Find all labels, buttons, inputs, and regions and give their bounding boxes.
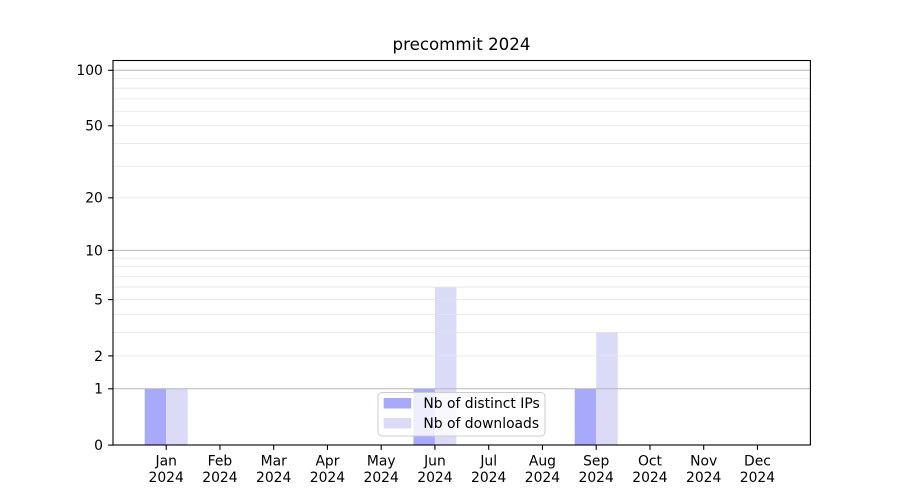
legend: Nb of distinct IPs Nb of downloads [377, 392, 546, 437]
x-tick-label-aug: Aug 2024 [525, 453, 560, 486]
bar-sep-distinct-ips [574, 388, 597, 445]
x-tick-label-jul: Jul 2024 [471, 453, 506, 486]
x-tick-label-dec: Dec 2024 [740, 453, 775, 486]
x-tick-label-sep: Sep 2024 [579, 453, 614, 486]
legend-label-downloads: Nb of downloads [423, 416, 539, 432]
legend-label-distinct-ips: Nb of distinct IPs [423, 396, 539, 412]
tick-labels-layer: 0 1 2 5 10 20 50 100 Jan 2024 Feb 2024 Mar 2024 Apr 202… [76, 63, 775, 486]
y-tick-label-50: 50 [85, 119, 103, 135]
y-tick-label-1: 1 [94, 382, 103, 398]
legend-swatch-downloads [383, 418, 412, 429]
x-tick-label-nov: Nov 2024 [686, 453, 721, 486]
y-tick-label-0: 0 [94, 438, 103, 454]
y-tick-label-5: 5 [94, 292, 103, 308]
gridlines-layer [113, 69, 811, 390]
legend-swatch-distinct-ips [383, 398, 412, 409]
y-tick-label-100: 100 [76, 63, 102, 79]
x-tick-label-jan: Jan 2024 [149, 453, 184, 486]
chart-title: precommit 2024 [393, 35, 531, 54]
x-tick-label-mar: Mar 2024 [256, 453, 291, 486]
bar-jan-distinct-ips [144, 388, 167, 445]
x-tick-label-feb: Feb 2024 [202, 453, 237, 486]
x-tick-label-apr: Apr 2024 [310, 453, 345, 486]
x-tick-label-jun: Jun 2024 [417, 453, 452, 486]
bar-jan-downloads [166, 388, 188, 445]
x-tick-label-oct: Oct 2024 [632, 453, 667, 486]
y-tick-label-20: 20 [85, 191, 103, 207]
axes-layer [108, 59, 811, 450]
y-tick-label-10: 10 [85, 243, 103, 259]
y-tick-label-2: 2 [94, 349, 103, 365]
legend-frame [377, 392, 546, 437]
plot-frame [112, 59, 811, 446]
x-tick-label-may: May 2024 [364, 453, 399, 486]
